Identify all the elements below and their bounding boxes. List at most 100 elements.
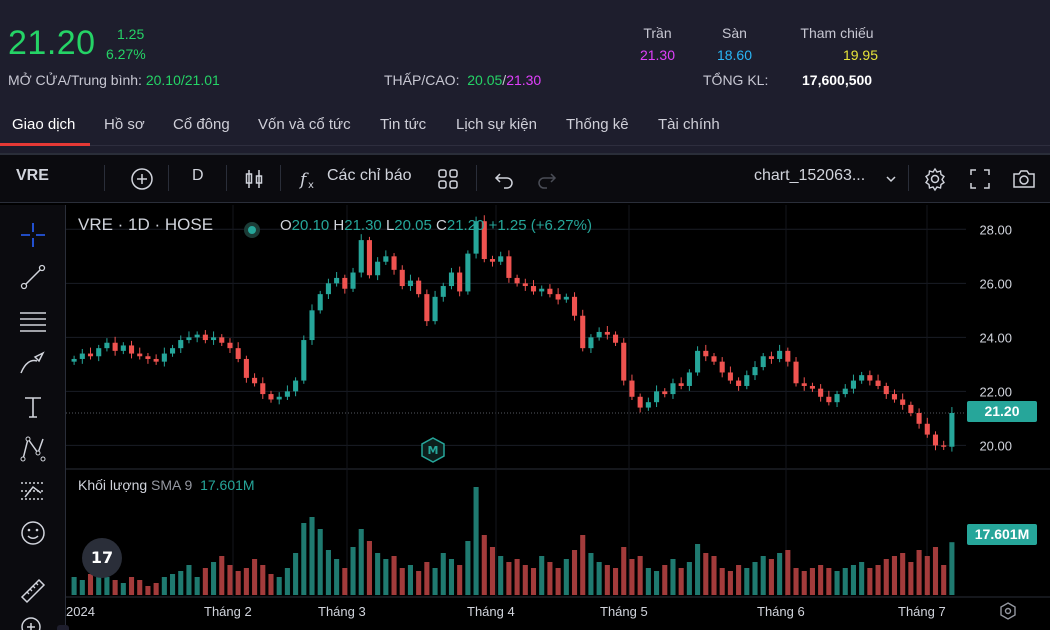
emoji-icon[interactable] bbox=[17, 517, 49, 549]
tab-trading[interactable]: Giao dịch bbox=[12, 116, 76, 133]
interval-button[interactable]: D bbox=[192, 167, 204, 184]
volume-bar bbox=[580, 535, 586, 595]
tab-capital-dividends[interactable]: Vốn và cổ tức bbox=[258, 116, 351, 133]
grid-icon[interactable] bbox=[434, 165, 462, 193]
tradingview-logo[interactable]: 17 bbox=[82, 538, 122, 578]
volume-bar bbox=[161, 577, 167, 595]
candle bbox=[924, 423, 930, 435]
fib-icon[interactable] bbox=[17, 305, 49, 337]
volume-bar bbox=[489, 547, 496, 595]
volume-bar bbox=[79, 580, 85, 595]
volume-bar bbox=[613, 568, 619, 595]
tab-financials[interactable]: Tài chính bbox=[658, 116, 720, 133]
volume-bar bbox=[883, 559, 889, 595]
volume-bar bbox=[432, 568, 438, 595]
candle bbox=[481, 221, 487, 260]
volume-bar bbox=[178, 571, 184, 595]
marker-m-icon[interactable]: M bbox=[420, 437, 446, 463]
candle bbox=[276, 396, 282, 400]
candle bbox=[227, 342, 233, 349]
candle bbox=[268, 394, 274, 400]
tab-statistics[interactable]: Thống kê bbox=[566, 116, 629, 133]
indicators-button[interactable]: Các chỉ báo bbox=[327, 167, 412, 184]
volume-bar bbox=[227, 565, 233, 595]
volume-bar bbox=[670, 559, 676, 595]
volume-bar bbox=[284, 568, 290, 595]
price-change-percent: 6.27% bbox=[106, 46, 146, 62]
candle bbox=[473, 221, 479, 254]
chevron-down-icon[interactable] bbox=[877, 165, 905, 193]
crosshair-icon[interactable] bbox=[17, 219, 49, 251]
volume-bar bbox=[194, 577, 200, 595]
price-tick-label: 24.00 bbox=[979, 330, 1012, 345]
total-volume: 17,600,500 bbox=[802, 72, 873, 88]
candle bbox=[744, 375, 750, 386]
brush-icon[interactable] bbox=[17, 347, 49, 379]
candle bbox=[686, 372, 692, 386]
candle bbox=[867, 375, 873, 381]
volume-bar bbox=[850, 565, 856, 595]
volume-bar bbox=[768, 559, 774, 595]
tab-news[interactable]: Tin tức bbox=[380, 116, 427, 133]
volume-bar bbox=[645, 568, 651, 595]
volume-bar bbox=[719, 568, 725, 595]
volume-bar bbox=[908, 562, 914, 595]
ohlc-readout: O20.10 H21.30 L20.05 C21.20 +1.25 (+6.27… bbox=[280, 217, 592, 234]
volume-bar bbox=[309, 517, 315, 595]
pattern-icon[interactable] bbox=[17, 433, 49, 465]
candlestick-chart[interactable]: 28.00 26.00 24.00 22.00 20.00 2024 Tháng 2 Thán… bbox=[66, 205, 1050, 630]
candle bbox=[785, 350, 791, 362]
candle bbox=[842, 388, 848, 395]
volume-bar bbox=[383, 559, 389, 595]
tab-shareholders[interactable]: Cổ đông bbox=[173, 116, 230, 133]
candle bbox=[465, 253, 471, 292]
trendline-icon[interactable] bbox=[17, 261, 49, 293]
redo-icon[interactable] bbox=[533, 165, 561, 193]
candle bbox=[678, 383, 684, 386]
floor-label: Sàn bbox=[722, 25, 747, 41]
zoom-icon[interactable] bbox=[17, 613, 49, 630]
last-price: 21.20 bbox=[8, 24, 96, 62]
volume-bar bbox=[202, 568, 208, 595]
candle bbox=[391, 256, 397, 270]
candle bbox=[571, 296, 578, 316]
tab-profile[interactable]: Hồ sơ bbox=[104, 116, 145, 133]
low-high-row: THẤP/CAO: 20.05/21.30 bbox=[384, 72, 542, 88]
add-icon[interactable] bbox=[128, 165, 156, 193]
chart-plot[interactable]: 28.00 26.00 24.00 22.00 20.00 2024 Tháng 2 Thán… bbox=[66, 205, 1050, 630]
candles-icon[interactable] bbox=[240, 165, 268, 193]
camera-icon[interactable] bbox=[1010, 165, 1038, 193]
text-icon[interactable] bbox=[17, 391, 49, 423]
volume-bar bbox=[596, 562, 602, 595]
fullscreen-icon[interactable] bbox=[966, 165, 994, 193]
volume-bar bbox=[842, 568, 848, 595]
candle bbox=[727, 372, 733, 381]
volume-bar bbox=[506, 562, 512, 595]
floor-value: 18.60 bbox=[716, 47, 753, 63]
volume-bar bbox=[793, 568, 799, 595]
candle bbox=[358, 240, 364, 273]
volume-bar bbox=[695, 544, 701, 595]
volume-bar bbox=[744, 568, 750, 595]
tab-events[interactable]: Lịch sự kiện bbox=[456, 116, 537, 133]
ohlc-open: 20.10 bbox=[291, 217, 330, 234]
candle bbox=[875, 380, 881, 386]
symbol-search[interactable]: VRE bbox=[16, 167, 49, 184]
ruler-icon[interactable] bbox=[17, 575, 49, 607]
low-value: 20.05 bbox=[467, 72, 503, 88]
volume-bar bbox=[293, 553, 299, 595]
forecast-icon[interactable] bbox=[17, 475, 49, 507]
volume-bar bbox=[571, 550, 578, 595]
volume-bar bbox=[539, 556, 545, 595]
candle bbox=[547, 288, 553, 295]
gear-icon[interactable] bbox=[921, 165, 949, 193]
reference-label: Tham chiếu bbox=[800, 25, 874, 41]
candle bbox=[506, 256, 512, 278]
layout-name[interactable]: chart_152063... bbox=[754, 167, 866, 184]
undo-icon[interactable] bbox=[490, 165, 518, 193]
volume-label: Khối lượng bbox=[78, 477, 148, 493]
quote-header: 21.20 1.25 6.27% MỞ CỬA/Trung bình: 20.1… bbox=[0, 0, 1050, 105]
reset-icon[interactable] bbox=[997, 600, 1019, 622]
collapse-toolbar-button[interactable]: ‹ bbox=[57, 625, 69, 630]
